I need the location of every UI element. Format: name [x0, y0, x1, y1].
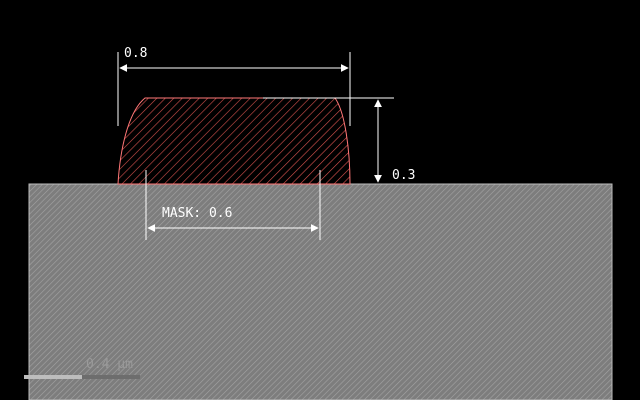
- height-dimension: 0.3: [263, 97, 415, 183]
- scale-bar-label: 0.4 µm: [86, 357, 133, 372]
- scale-bar: 0.4 µm: [24, 357, 140, 379]
- feature-profile: [117, 97, 351, 185]
- height-label: 0.3: [392, 168, 415, 183]
- scale-bar-empty: [82, 375, 140, 379]
- scale-bar-filled: [24, 375, 82, 379]
- top-width-label: 0.8: [124, 46, 147, 61]
- mask-width-label: MASK: 0.6: [162, 206, 232, 221]
- mask-width-dimension: MASK: 0.6: [145, 170, 321, 240]
- top-width-dimension: 0.8: [117, 46, 351, 126]
